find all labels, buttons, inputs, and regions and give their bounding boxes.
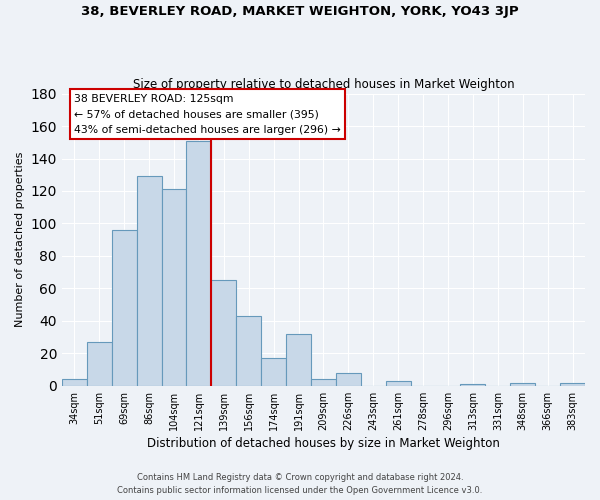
Bar (336, 373, 361, 386)
Text: Contains HM Land Registry data © Crown copyright and database right 2024.
Contai: Contains HM Land Registry data © Crown c… (118, 474, 482, 495)
Bar (211, 280, 236, 386)
Bar (286, 334, 311, 386)
Bar (460, 384, 485, 386)
Title: Size of property relative to detached houses in Market Weighton: Size of property relative to detached ho… (133, 78, 514, 91)
Bar (311, 380, 336, 386)
Bar (112, 230, 137, 386)
Bar (261, 358, 286, 386)
Bar (560, 382, 585, 386)
X-axis label: Distribution of detached houses by size in Market Weighton: Distribution of detached houses by size … (147, 437, 500, 450)
Bar (236, 316, 261, 386)
Bar (386, 381, 410, 386)
Bar (187, 140, 211, 386)
Bar (510, 382, 535, 386)
Y-axis label: Number of detached properties: Number of detached properties (15, 152, 25, 328)
Bar (161, 190, 187, 386)
Bar (87, 342, 112, 386)
Text: 38 BEVERLEY ROAD: 125sqm
← 57% of detached houses are smaller (395)
43% of semi-: 38 BEVERLEY ROAD: 125sqm ← 57% of detach… (74, 94, 341, 135)
Text: 38, BEVERLEY ROAD, MARKET WEIGHTON, YORK, YO43 3JP: 38, BEVERLEY ROAD, MARKET WEIGHTON, YORK… (81, 5, 519, 18)
Bar (137, 176, 161, 386)
Bar (62, 380, 87, 386)
